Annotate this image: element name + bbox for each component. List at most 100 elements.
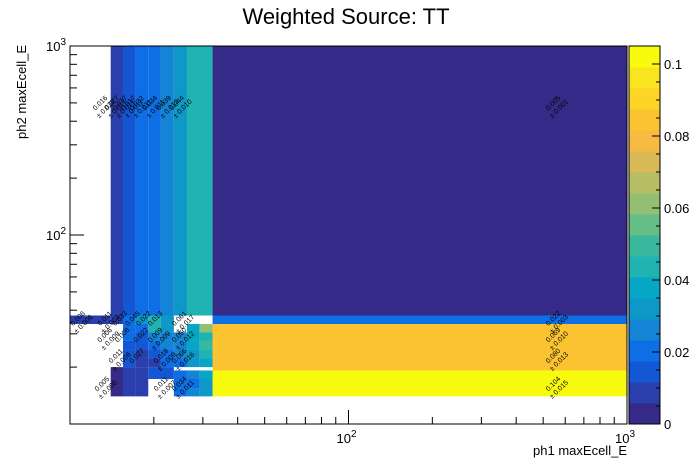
heatmap-cell bbox=[186, 370, 200, 380]
heatmap-cell bbox=[123, 367, 136, 397]
heatmap-cell bbox=[160, 340, 174, 350]
heatmap-cell bbox=[212, 46, 627, 316]
heatmap-cell bbox=[186, 340, 200, 350]
heatmap-cell bbox=[135, 367, 149, 397]
colorbar-segment bbox=[629, 67, 660, 89]
colorbar-segment bbox=[629, 361, 660, 383]
colorbar-segment bbox=[629, 130, 660, 152]
colorbar-segment bbox=[629, 319, 660, 341]
heatmap-cell bbox=[212, 315, 627, 325]
colorbar-tick-label: 0.08 bbox=[664, 129, 689, 144]
colorbar-segment bbox=[629, 151, 660, 173]
colorbar-segment bbox=[629, 256, 660, 278]
heatmap-cell bbox=[212, 370, 627, 397]
colorbar-segment bbox=[629, 46, 660, 68]
colorbar-segment bbox=[629, 382, 660, 404]
heatmap-cell bbox=[148, 349, 161, 359]
colorbar-segment bbox=[629, 340, 660, 362]
heatmap-cell bbox=[186, 46, 213, 316]
heatmap-cell bbox=[173, 46, 187, 316]
heatmap-cell bbox=[199, 370, 213, 380]
colorbar-segment bbox=[629, 298, 660, 320]
heatmap-cell bbox=[148, 324, 161, 333]
heatmap-cell bbox=[135, 358, 149, 368]
x-tick-label: 103 bbox=[615, 429, 635, 446]
chart-title: Weighted Source: TT bbox=[242, 4, 449, 29]
heatmap-cell bbox=[173, 358, 187, 368]
heatmap-cell bbox=[173, 340, 187, 350]
heatmap-cell bbox=[148, 46, 161, 316]
x-axis-label: ph1 maxEcell_E bbox=[533, 443, 627, 458]
heatmap-cell bbox=[148, 315, 161, 325]
heatmap-cell bbox=[186, 324, 200, 333]
heatmap-cell bbox=[135, 324, 149, 333]
heatmap-cell bbox=[186, 349, 200, 359]
heatmap-cell bbox=[148, 367, 174, 380]
heatmap-cell bbox=[160, 315, 174, 325]
colorbar-segment bbox=[629, 193, 660, 215]
heatmap-cell bbox=[123, 315, 136, 325]
heatmap-cell bbox=[160, 324, 174, 333]
heatmap-cell bbox=[173, 332, 187, 341]
heatmap-cell bbox=[123, 349, 136, 359]
heatmap-cell bbox=[199, 332, 213, 341]
heatmap-cell bbox=[199, 349, 213, 359]
heatmap-cell bbox=[160, 358, 174, 368]
heatmap-cell bbox=[199, 358, 213, 368]
colorbar-frame bbox=[628, 45, 661, 425]
heatmap-cell bbox=[70, 315, 111, 325]
heatmap-cell bbox=[199, 388, 213, 397]
heatmap-cell bbox=[148, 358, 161, 368]
heatmap-cell bbox=[160, 349, 174, 359]
colorbar-tick-label: 0.1 bbox=[664, 57, 682, 72]
colorbar-segment bbox=[629, 172, 660, 194]
heatmap-cell bbox=[173, 349, 187, 359]
heatmap-cell bbox=[148, 332, 161, 341]
y-tick-label: 102 bbox=[46, 226, 66, 243]
heatmap-cell bbox=[123, 358, 136, 368]
heatmap-cell bbox=[123, 46, 136, 316]
colorbar-tick-label: 0.06 bbox=[664, 201, 689, 216]
colorbar-segment bbox=[629, 214, 660, 236]
heatmap-cell bbox=[160, 46, 174, 316]
heatmap-cell bbox=[110, 46, 124, 316]
colorbar-segment bbox=[629, 403, 660, 425]
x-tick-label: 102 bbox=[336, 429, 356, 446]
heatmap-cell bbox=[135, 332, 149, 341]
colorbar-tick-label: 0.02 bbox=[664, 345, 689, 360]
heatmap-cell bbox=[186, 358, 200, 368]
heatmap-cell bbox=[123, 332, 136, 341]
heatmap-cell bbox=[212, 324, 627, 371]
colorbar-tick-label: 0 bbox=[664, 417, 671, 432]
cells-layer bbox=[70, 46, 627, 397]
axes: 102 103 102 103 bbox=[46, 37, 635, 446]
heatmap-cell bbox=[199, 324, 213, 333]
y-tick-label: 103 bbox=[46, 37, 66, 54]
colorbar: 0 0.02 0.04 0.06 0.08 0.1 bbox=[628, 45, 689, 432]
heatmap-cell bbox=[186, 332, 200, 341]
heatmap-cell bbox=[199, 340, 213, 350]
heatmap-cell bbox=[135, 46, 149, 316]
heatmap-cell bbox=[173, 370, 187, 380]
heatmap-cell bbox=[173, 388, 187, 397]
heatmap-cell bbox=[173, 379, 187, 389]
heatmap-cell bbox=[123, 340, 136, 350]
heatmap-cell bbox=[135, 340, 149, 350]
colorbar-segment bbox=[629, 277, 660, 299]
heatmap-cell bbox=[148, 340, 161, 350]
y-axis-label: ph2 maxEcell_E bbox=[14, 45, 29, 139]
heatmap-cell bbox=[110, 367, 124, 397]
colorbar-segment bbox=[629, 109, 660, 131]
heatmap-cell bbox=[186, 388, 200, 397]
colorbar-tick-label: 0.04 bbox=[664, 273, 689, 288]
heatmap-cell bbox=[199, 379, 213, 389]
heatmap-cell bbox=[186, 379, 200, 389]
heatmap-cell bbox=[160, 332, 174, 341]
colorbar-segment bbox=[629, 88, 660, 110]
heatmap-cell bbox=[135, 315, 149, 325]
heatmap-cell bbox=[110, 315, 124, 325]
colorbar-segment bbox=[629, 235, 660, 257]
heatmap-cell bbox=[123, 324, 136, 333]
heatmap-cell bbox=[135, 349, 149, 359]
